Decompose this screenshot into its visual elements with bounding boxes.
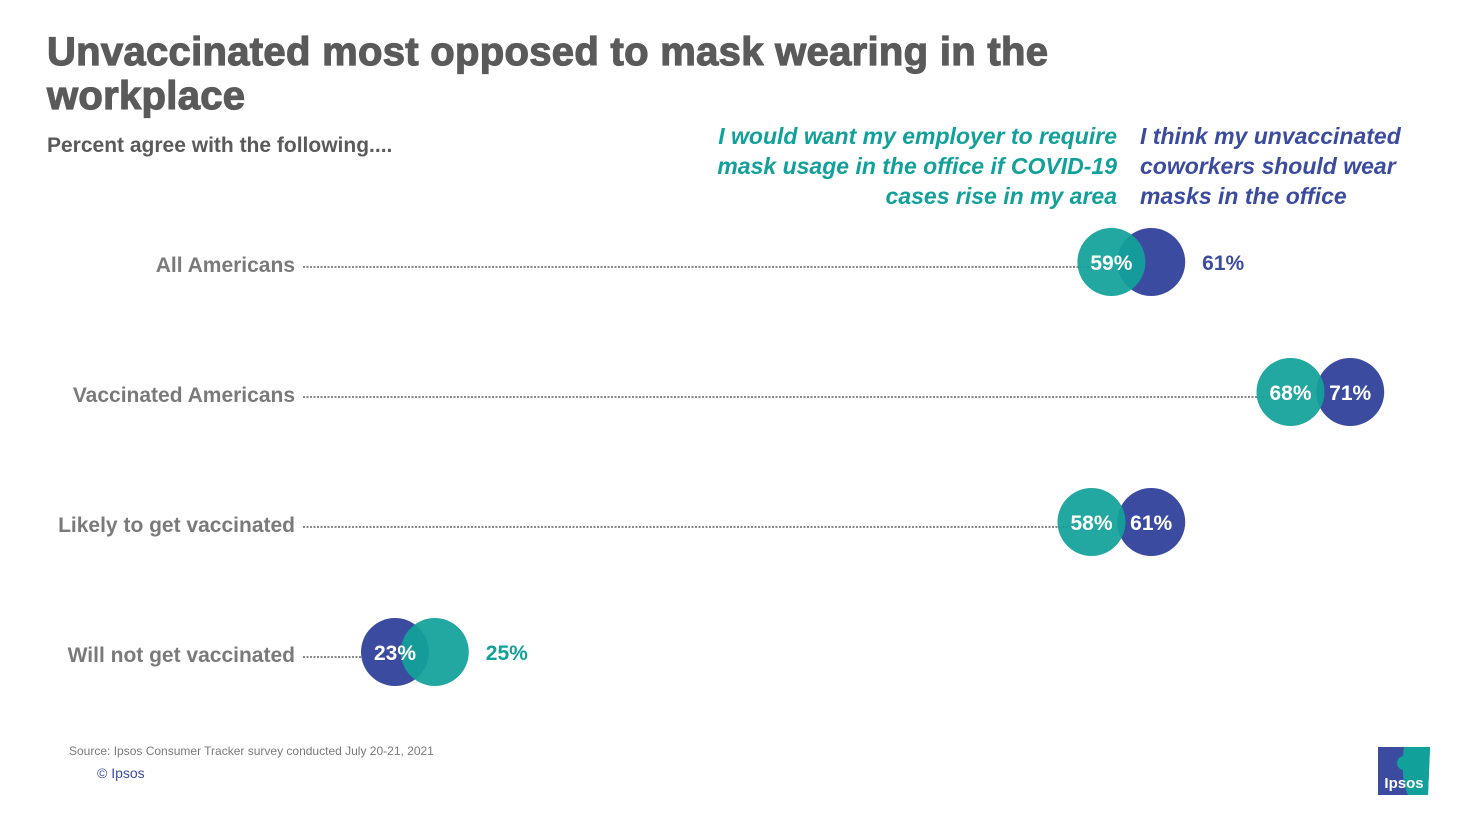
copyright: © Ipsos [97,765,145,781]
legend-series-2: I think my unvaccinated coworkers should… [1140,123,1401,209]
dot-series-1 [400,618,469,686]
category-label: Likely to get vaccinated [58,514,295,537]
page-title: Unvaccinated most opposed to mask wearin… [46,29,1049,118]
data-label-series-2: 71% [1329,382,1371,405]
data-label-series-1: 59% [1090,252,1132,275]
legend-series-1: I would want my employer to require mask… [717,123,1117,209]
dot-series-2 [1316,358,1385,426]
source-note: Source: Ipsos Consumer Tracker survey co… [69,744,434,758]
data-label-series-2: 61% [1130,512,1172,535]
subtitle: Percent agree with the following.... [47,134,393,157]
ipsos-logo: Ipsos [1378,747,1430,795]
data-label-series-2: 23% [374,642,416,665]
data-label-series-1: 68% [1269,382,1311,405]
dot-series-1 [1077,228,1146,296]
dot-series-2 [1117,488,1186,556]
category-label: Vaccinated Americans [73,384,295,407]
category-label: Will not get vaccinated [68,644,295,667]
svg-text:Ipsos: Ipsos [1384,775,1423,792]
category-label: All Americans [156,254,295,277]
data-label-series-1: 25% [486,642,528,665]
data-label-series-1: 58% [1070,512,1112,535]
dot-series-1 [1057,488,1126,556]
dot-series-1 [1256,358,1325,426]
data-label-series-2: 61% [1202,252,1244,275]
